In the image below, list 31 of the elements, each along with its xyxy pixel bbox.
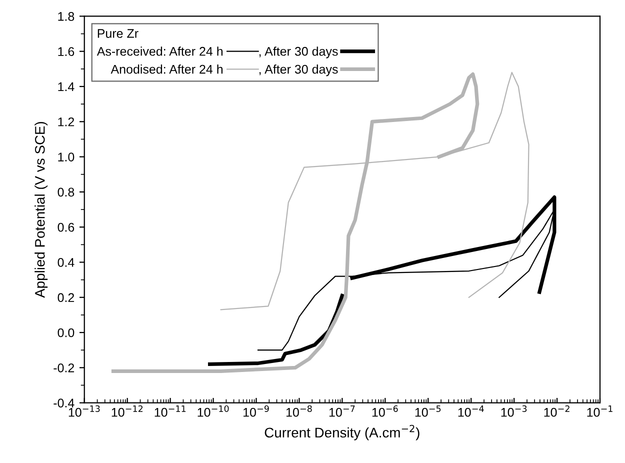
x-tick-label: 10$^{−11}$	[154, 405, 186, 417]
x-tick-label: 10$^{−9}$	[244, 405, 269, 417]
y-tick-label: 0.8	[58, 188, 74, 197]
legend-label: , After 30 days	[259, 64, 338, 76]
legend-title: Pure Zr	[98, 29, 138, 38]
y-tick-label: 1.4	[58, 82, 74, 92]
y-tick-label: 1.2	[58, 117, 74, 126]
x-tick-label: 10$^{−5}$	[415, 405, 441, 417]
x-tick-label: 10$^{−4}$	[458, 405, 484, 417]
y-tick-label: 0.4	[58, 258, 74, 267]
y-tick-label: -0.2	[54, 363, 74, 372]
x-tick-label: 10$^{−10}$	[198, 405, 229, 417]
y-tick-label: 1.8	[58, 12, 74, 21]
legend-label: Anodised: After 24 h	[110, 64, 223, 74]
y-tick-label: 1.6	[58, 47, 74, 56]
x-tick-label: 10$^{−3}$	[501, 405, 527, 417]
x-tick-label: 10$^{−2}$	[544, 405, 570, 417]
y-tick-label: -0.4	[54, 398, 74, 408]
x-tick-label: 10$^{−12}$	[112, 405, 143, 417]
x-tick-label: 10$^{−8}$	[286, 405, 312, 417]
y-tick-label: 0.2	[58, 293, 74, 302]
y-tick-label: 0.6	[58, 222, 74, 232]
y-tick-label: 1.0	[58, 152, 74, 162]
legend-label: As-received: After 24 h	[96, 46, 223, 56]
x-tick-label: 10$^{−6}$	[372, 405, 398, 417]
x-tick-label: 10$^{−1}$	[587, 405, 612, 417]
x-axis-title: Current Density (A.cm$^{−2}$)	[264, 424, 420, 440]
y-tick-label: 0.0	[58, 328, 74, 338]
y-axis-title: Applied Potential (V vs SCE)	[34, 122, 48, 298]
x-tick-label: 10$^{−7}$	[329, 405, 355, 417]
legend-label: , After 30 days	[259, 46, 338, 58]
